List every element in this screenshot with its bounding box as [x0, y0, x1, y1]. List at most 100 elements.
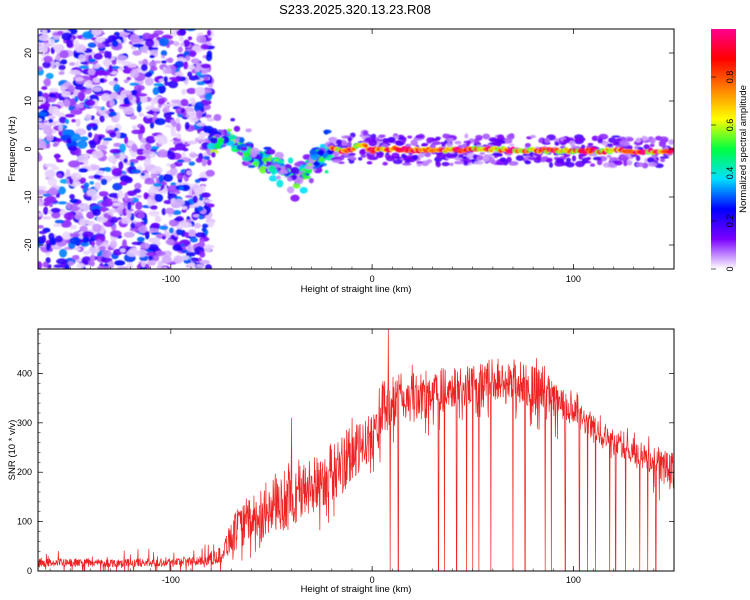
spectrogram-cell: [45, 195, 57, 203]
spectrogram-cell: [332, 150, 340, 157]
spectrogram-cell: [113, 83, 121, 93]
spectrogram-cell: [74, 211, 84, 220]
spectrogram-cell: [401, 153, 407, 159]
spectrogram-cell: [194, 187, 204, 195]
spectrogram-cell: [387, 136, 396, 144]
spectrogram-cell: [313, 161, 321, 166]
spectrogram-cell: [135, 155, 147, 161]
spectrogram-cell: [206, 117, 216, 122]
spectrogram-cell: [102, 59, 112, 67]
spectrogram-cell: [69, 224, 77, 230]
spectrogram-cell: [92, 208, 101, 217]
spectrogram-cell: [589, 163, 596, 167]
spectrogram-cell: [158, 149, 168, 158]
spectrogram-x-axis-label: Height of straight line (km): [301, 284, 412, 295]
spectrogram-cell: [175, 75, 182, 80]
spectrogram-cell: [95, 170, 105, 175]
spectrogram-cell: [144, 77, 154, 86]
spectrogram-cell: [385, 155, 395, 162]
spectrogram-cell: [38, 230, 47, 235]
spectrogram-cell: [277, 159, 285, 164]
spectrogram-cell: [161, 208, 166, 216]
spectrogram-cell: [203, 125, 214, 134]
spectrogram-cell: [175, 122, 182, 132]
spectrogram-cell: [109, 240, 118, 249]
spectrogram-cell: [273, 164, 281, 168]
spectrogram-cell: [256, 154, 261, 160]
spectrogram-cell: [587, 142, 594, 146]
spectrogram-cell: [358, 156, 363, 161]
spectrogram-cell: [186, 140, 198, 145]
spectrogram-cell: [56, 173, 63, 179]
spectrogram-cell: [54, 235, 63, 243]
spectrogram-cell: [77, 103, 84, 109]
spectrogram-cell: [164, 81, 170, 86]
spectrogram-cell: [446, 142, 452, 148]
spectrogram-cell: [648, 161, 658, 167]
spectrogram-cell: [649, 143, 655, 148]
spectrogram-cell: [96, 266, 104, 269]
spectrogram-cell: [132, 50, 142, 56]
spectrogram-cell: [410, 139, 418, 146]
spectrogram-cell: [163, 173, 173, 182]
spectrogram-cell: [258, 165, 268, 174]
spectrogram-cell: [303, 175, 311, 180]
spectrogram-cell: [78, 168, 89, 173]
spectrogram-cell: [124, 136, 129, 145]
spectrogram-cell: [54, 219, 65, 224]
spectrogram-cell: [203, 75, 209, 81]
spectrogram-cell: [382, 161, 388, 166]
spectrogram-cell: [276, 179, 284, 188]
spectrogram-y-tick-label: -10: [23, 190, 33, 203]
spectrogram-cell: [331, 159, 342, 163]
spectrogram-cell: [435, 161, 440, 165]
spectrogram-cell: [69, 198, 79, 204]
spectrogram-cell: [211, 127, 218, 136]
spectrogram-cell: [461, 143, 467, 149]
spectrogram-cell: [92, 77, 101, 83]
spectrogram-cell: [113, 142, 122, 148]
spectrogram-cell: [83, 182, 90, 189]
spectrogram-x-tick-label: -100: [162, 274, 180, 284]
spectrogram-cell: [286, 186, 295, 194]
spectrogram-cell: [308, 177, 314, 184]
spectrogram-cell: [143, 217, 148, 225]
spectrogram-cell: [124, 192, 129, 202]
spectrogram-cell: [95, 37, 106, 43]
spectrogram-cell: [75, 247, 81, 251]
spectrogram-cell: [339, 155, 345, 161]
spectrogram-cell: [635, 162, 644, 168]
spectrogram-cell: [195, 139, 207, 143]
spectrogram-cell: [121, 90, 132, 95]
spectrogram-cell: [74, 77, 84, 82]
spectrogram-cell: [189, 237, 198, 243]
spectrogram-cell: [76, 139, 88, 149]
spectrogram-cell: [441, 161, 450, 167]
spectrogram-cell: [571, 155, 577, 162]
spectrogram-cell: [643, 144, 650, 150]
spectrogram-cell: [421, 142, 429, 147]
spectrogram-cell: [207, 203, 215, 208]
spectrogram-cell: [493, 141, 502, 148]
spectrogram-cell: [50, 207, 61, 213]
spectrogram-cell: [92, 86, 102, 92]
spectrogram-cell: [361, 154, 366, 158]
spectrogram-cell: [108, 64, 113, 74]
spectrogram-cell: [116, 266, 129, 269]
spectrogram-cell: [53, 107, 60, 116]
spectrogram-cell: [138, 112, 145, 117]
spectrogram-cell: [670, 148, 674, 152]
spectrogram-cell: [76, 204, 86, 208]
spectrogram-cell: [55, 138, 63, 143]
spectrogram-cell: [70, 133, 81, 142]
spectrogram-cell: [195, 263, 205, 268]
spectrogram-cell: [109, 131, 117, 138]
spectrogram-cell: [563, 139, 569, 143]
spectrogram-cell: [58, 124, 63, 132]
spectrogram-cell: [659, 136, 669, 143]
spectrogram-cell: [268, 165, 276, 173]
spectrogram-cell: [591, 135, 599, 141]
spectrogram-cell: [290, 166, 300, 175]
spectrogram-cell: [136, 104, 142, 113]
spectrogram-cell: [635, 137, 642, 143]
